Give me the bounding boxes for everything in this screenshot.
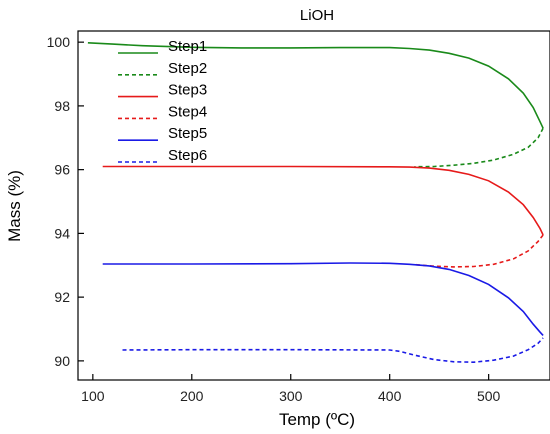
legend-label-step5: Step5 bbox=[168, 125, 207, 142]
series-line-step6 bbox=[122, 337, 544, 364]
legend-label-step1: Step1 bbox=[168, 38, 207, 55]
y-axis-title: Mass (%) bbox=[5, 170, 24, 242]
legend: Step1 Step2 Step3 Step4 Step5 Step6 bbox=[118, 38, 207, 164]
series-line-step2 bbox=[414, 127, 544, 168]
series-line-step5 bbox=[102, 262, 544, 336]
y-tick-label: 90 bbox=[54, 353, 70, 369]
y-tick-label: 96 bbox=[54, 162, 70, 178]
y-tick-label: 94 bbox=[54, 225, 70, 241]
x-tick-label: 100 bbox=[81, 388, 105, 404]
legend-label-step6: Step6 bbox=[168, 147, 207, 164]
x-tick-label: 300 bbox=[279, 388, 303, 404]
series-line-step1 bbox=[87, 42, 544, 129]
y-tick-label: 98 bbox=[54, 98, 70, 114]
x-tick-label: 200 bbox=[180, 388, 204, 404]
series-line-step3 bbox=[102, 165, 544, 236]
y-tick-label: 100 bbox=[47, 34, 71, 50]
chart-title: LiOH bbox=[300, 7, 334, 24]
series-line-step4 bbox=[414, 234, 544, 268]
y-tick-label: 92 bbox=[54, 289, 70, 305]
plot-area-frame bbox=[77, 30, 550, 381]
legend-label-step3: Step3 bbox=[168, 82, 207, 99]
x-tick-label: 500 bbox=[477, 388, 501, 404]
x-tick-label: 400 bbox=[378, 388, 402, 404]
legend-label-step2: Step2 bbox=[168, 60, 207, 77]
x-axis-title: Temp (ºC) bbox=[279, 410, 355, 429]
axis-ticks: 100 200 300 400 500 90 92 94 96 98 100 bbox=[47, 34, 501, 404]
legend-label-step4: Step4 bbox=[168, 103, 207, 120]
series-lines bbox=[87, 42, 544, 364]
